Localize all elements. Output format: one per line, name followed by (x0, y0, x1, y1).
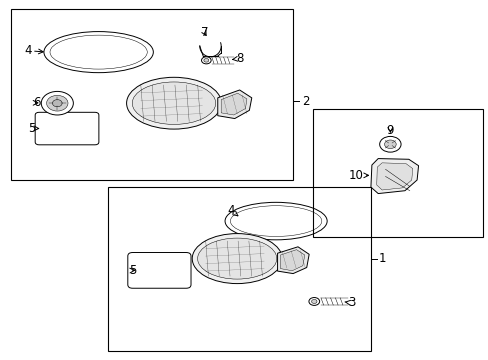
Polygon shape (277, 247, 308, 274)
Circle shape (311, 300, 316, 303)
Circle shape (308, 297, 319, 305)
Text: 1: 1 (377, 252, 385, 265)
Ellipse shape (230, 206, 321, 237)
Circle shape (384, 140, 395, 149)
Ellipse shape (50, 35, 147, 69)
Ellipse shape (192, 234, 282, 284)
Ellipse shape (44, 32, 153, 73)
Text: 4: 4 (226, 204, 237, 217)
Text: 5: 5 (28, 122, 39, 135)
Text: 7: 7 (201, 26, 208, 39)
Circle shape (203, 59, 208, 62)
FancyBboxPatch shape (35, 112, 99, 145)
Text: 6: 6 (33, 96, 40, 109)
Text: 3: 3 (344, 296, 354, 309)
Polygon shape (376, 163, 412, 190)
Ellipse shape (132, 82, 215, 125)
Circle shape (41, 91, 73, 115)
Circle shape (52, 100, 62, 107)
Text: 2: 2 (301, 95, 309, 108)
Text: 8: 8 (232, 52, 243, 65)
Text: 9: 9 (386, 124, 393, 137)
Bar (11, 9, 292, 180)
FancyBboxPatch shape (127, 252, 191, 288)
Text: 5: 5 (129, 264, 136, 277)
Circle shape (46, 95, 68, 111)
Bar (312, 109, 482, 237)
Polygon shape (370, 158, 418, 194)
Ellipse shape (197, 238, 276, 279)
Text: 10: 10 (348, 169, 368, 182)
Polygon shape (221, 93, 246, 115)
Text: 4: 4 (24, 44, 43, 57)
Circle shape (379, 136, 400, 152)
Bar (108, 187, 370, 351)
Ellipse shape (224, 202, 326, 240)
Ellipse shape (126, 77, 221, 129)
Circle shape (201, 57, 211, 64)
Polygon shape (217, 90, 251, 118)
Polygon shape (280, 249, 304, 271)
